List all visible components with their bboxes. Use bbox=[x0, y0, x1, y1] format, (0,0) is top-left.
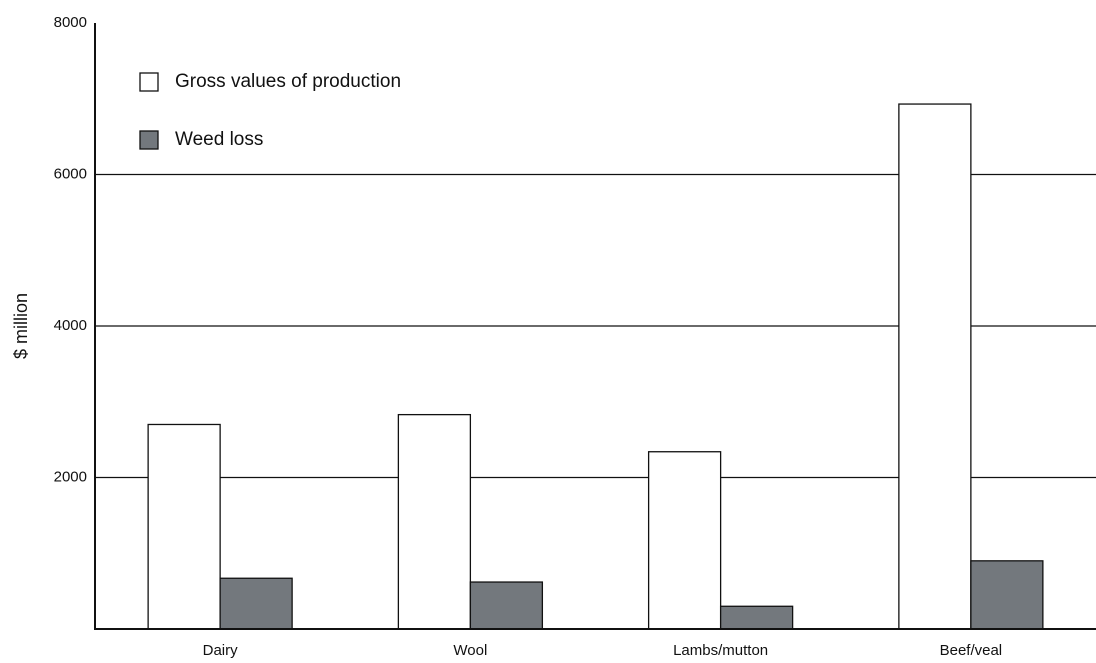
x-tick-label: Lambs/mutton bbox=[673, 642, 768, 659]
legend-swatch bbox=[139, 72, 159, 92]
bar bbox=[397, 413, 472, 630]
x-tick-label: Wool bbox=[453, 642, 487, 659]
y-tick-label: 6000 bbox=[54, 165, 87, 182]
axis-line bbox=[94, 23, 1096, 630]
legend-swatch bbox=[139, 130, 159, 150]
y-tick-label: 2000 bbox=[54, 468, 87, 485]
bar bbox=[647, 451, 722, 630]
bar bbox=[147, 423, 221, 630]
x-tick-label: Beef/veal bbox=[940, 642, 1003, 659]
y-tick-label: 8000 bbox=[54, 14, 87, 31]
bar bbox=[719, 605, 794, 630]
bar bbox=[469, 581, 544, 630]
x-tick-label: Dairy bbox=[203, 642, 239, 659]
legend-label: Weed loss bbox=[175, 129, 263, 150]
y-tick-label: 4000 bbox=[54, 317, 87, 334]
legend-label: Gross values of production bbox=[175, 71, 401, 92]
bar bbox=[970, 560, 1044, 630]
y-axis-label: $ million bbox=[11, 293, 31, 359]
bar bbox=[219, 577, 293, 630]
bar bbox=[898, 103, 972, 630]
